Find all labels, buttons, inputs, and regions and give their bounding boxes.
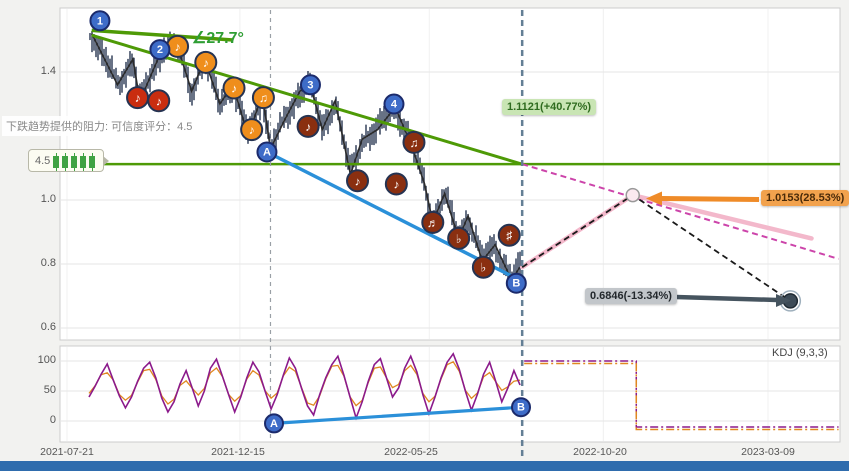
kdj-y-axis-label: 0 — [49, 414, 56, 426]
kdj-ab-trendline[interactable] — [272, 405, 523, 425]
note-marker[interactable]: ♫ — [402, 130, 426, 154]
angle-reference-line[interactable] — [91, 28, 233, 42]
kdj-y-axis-label: 100 — [37, 354, 56, 366]
kdj-k-line[interactable] — [88, 352, 521, 421]
note-marker[interactable]: ♭ — [447, 226, 471, 250]
target-callout-arrowhead — [776, 294, 791, 307]
svg-text:A: A — [270, 418, 278, 430]
music-note-icon: ♫ — [409, 136, 418, 150]
music-note-icon: ♪ — [231, 82, 237, 96]
note-marker[interactable]: ♬ — [421, 210, 445, 234]
price-y-axis-label: 0.8 — [40, 257, 56, 269]
wave-point-badge-4[interactable]: 4 — [383, 93, 405, 115]
target-callout-arrow — [675, 294, 778, 303]
kdj-projection-line — [524, 362, 839, 431]
kdj-y-axis-label: 50 — [43, 384, 56, 396]
kdj-point-badge-A[interactable]: A — [264, 413, 285, 434]
downtrend-extension-line[interactable] — [521, 163, 839, 260]
wave-point-badge-A[interactable]: A — [256, 141, 278, 163]
music-note-icon: ♪ — [249, 123, 255, 137]
note-marker[interactable]: ♪ — [240, 118, 264, 142]
mini-candle-icon — [53, 152, 60, 171]
note-marker[interactable]: ♪ — [384, 172, 408, 196]
svg-text:2: 2 — [157, 44, 163, 56]
music-note-icon: ♪ — [305, 120, 311, 134]
wave-point-badge-B[interactable]: B — [505, 272, 527, 294]
note-marker[interactable]: ♪ — [126, 86, 150, 110]
music-note-icon: ♪ — [156, 94, 162, 108]
note-marker[interactable]: ♪ — [147, 89, 171, 113]
music-note-icon: ♬ — [427, 216, 439, 230]
svg-text:3: 3 — [307, 79, 313, 91]
peak-callout-arrowhead — [646, 191, 662, 206]
price-y-axis-label: 0.6 — [40, 321, 56, 333]
x-axis-date-label: 2021-07-21 — [40, 446, 94, 458]
peak-callout-arrow — [661, 196, 760, 202]
music-note-icon: ♯ — [506, 229, 512, 243]
trend-angle-annotation: ∠27.7° — [192, 30, 244, 47]
svg-text:B: B — [512, 278, 520, 290]
downside-target-price-badge[interactable]: 0.6846(-13.34%) — [585, 288, 677, 304]
trend-resistance-tooltip: 下跌趋势提供的阻力: 可信度评分：4.5 — [2, 116, 197, 136]
svg-text:1: 1 — [97, 15, 103, 27]
x-axis-date-label: 2023-03-09 — [741, 446, 795, 458]
music-note-icon: ♪ — [135, 91, 141, 105]
note-marker[interactable]: ♯ — [497, 223, 521, 247]
note-marker[interactable]: ♪ — [194, 50, 218, 74]
kdj-point-badge-B[interactable]: B — [511, 397, 532, 418]
ab-trendline[interactable] — [265, 150, 519, 281]
mini-candle-icon — [89, 152, 96, 171]
wave-point-badge-2[interactable]: 2 — [149, 39, 171, 61]
wave-point-badge-1[interactable]: 1 — [89, 10, 111, 32]
svg-text:A: A — [263, 147, 271, 159]
mini-candle-icon — [71, 152, 78, 171]
price-y-axis-label: 1.4 — [40, 65, 56, 77]
note-marker[interactable]: ♪ — [296, 114, 320, 138]
note-marker[interactable]: ♪ — [166, 34, 190, 58]
note-marker[interactable]: ♪ — [222, 76, 246, 100]
confidence-rating-box[interactable]: 4.5 — [28, 149, 110, 172]
horizontal-scrollbar[interactable] — [0, 461, 849, 471]
projection-peak-marker[interactable] — [625, 187, 640, 203]
note-marker[interactable]: ♭ — [471, 255, 495, 279]
music-note-icon: ♭ — [456, 232, 462, 246]
kdj-projection-line — [524, 360, 839, 428]
indicator-panel[interactable] — [59, 345, 841, 443]
mini-candle-icon — [62, 152, 69, 171]
x-axis-date-label: 2022-05-25 — [384, 446, 438, 458]
music-note-icon: ♭ — [481, 261, 487, 275]
kdj-indicator-label: KDJ (9,3,3) — [772, 347, 828, 359]
svg-text:4: 4 — [391, 99, 398, 111]
peak-target-price-badge[interactable]: 1.0153(28.53%) — [761, 190, 849, 206]
music-note-icon: ♪ — [393, 178, 399, 192]
note-marker[interactable]: ♫ — [251, 86, 275, 110]
x-axis-date-label: 2021-12-15 — [211, 446, 265, 458]
music-note-icon: ♪ — [175, 40, 181, 54]
music-note-icon: ♫ — [259, 91, 268, 105]
x-axis-date-label: 2022-10-20 — [573, 446, 627, 458]
mini-candle-icon — [80, 152, 87, 171]
resistance-price-badge[interactable]: 1.1121(+40.77%) — [502, 99, 597, 115]
music-note-icon: ♪ — [203, 56, 209, 70]
svg-text:B: B — [517, 402, 525, 414]
music-note-icon: ♪ — [355, 174, 361, 188]
note-marker[interactable]: ♪ — [346, 169, 370, 193]
rating-score: 4.5 — [35, 154, 51, 167]
price-y-axis-label: 1.0 — [40, 193, 56, 205]
wave-point-badge-3[interactable]: 3 — [299, 74, 321, 96]
